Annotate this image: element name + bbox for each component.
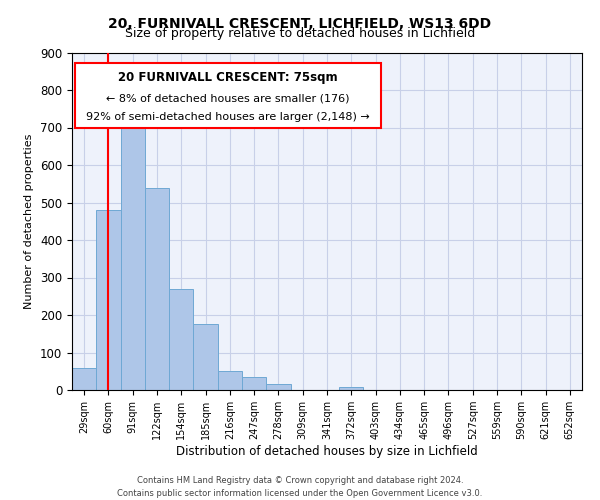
Bar	[242, 377, 266, 390]
Bar	[339, 387, 364, 390]
Text: 20, FURNIVALL CRESCENT, LICHFIELD, WS13 6DD: 20, FURNIVALL CRESCENT, LICHFIELD, WS13 …	[109, 18, 491, 32]
Text: ← 8% of detached houses are smaller (176): ← 8% of detached houses are smaller (176…	[106, 94, 349, 104]
Bar	[193, 324, 218, 390]
Bar	[96, 210, 121, 390]
Text: Size of property relative to detached houses in Lichfield: Size of property relative to detached ho…	[125, 28, 475, 40]
Bar	[169, 289, 193, 390]
Bar	[266, 384, 290, 390]
Bar	[72, 368, 96, 390]
Text: 92% of semi-detached houses are larger (2,148) →: 92% of semi-detached houses are larger (…	[86, 112, 370, 122]
X-axis label: Distribution of detached houses by size in Lichfield: Distribution of detached houses by size …	[176, 445, 478, 458]
Bar	[218, 371, 242, 390]
Bar	[145, 188, 169, 390]
Bar	[121, 120, 145, 390]
Text: 20 FURNIVALL CRESCENT: 75sqm: 20 FURNIVALL CRESCENT: 75sqm	[118, 70, 337, 84]
FancyBboxPatch shape	[74, 62, 380, 128]
Y-axis label: Number of detached properties: Number of detached properties	[25, 134, 34, 309]
Text: Contains HM Land Registry data © Crown copyright and database right 2024.
Contai: Contains HM Land Registry data © Crown c…	[118, 476, 482, 498]
